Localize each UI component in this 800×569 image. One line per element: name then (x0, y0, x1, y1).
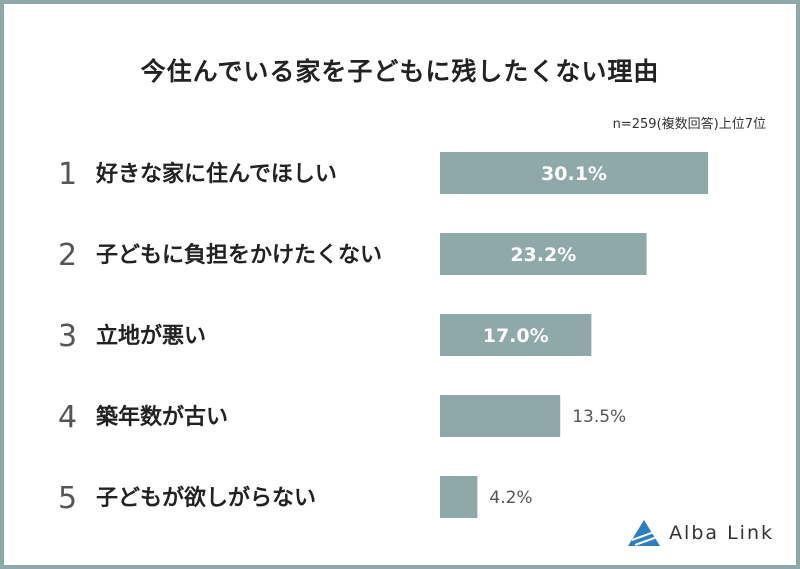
data-label: 17.0% (483, 325, 549, 347)
chart-note: n=259(複数回答)上位7位 (612, 117, 766, 132)
rank-label: 2 (58, 238, 77, 273)
data-label: 4.2% (489, 488, 532, 508)
data-label: 13.5% (572, 407, 626, 427)
bar (440, 152, 708, 194)
bar (440, 395, 561, 437)
brand-name: Alba Link (669, 522, 774, 544)
bar (440, 233, 647, 275)
alba-link-logo-icon (628, 520, 661, 546)
category-label: 築年数が古い (95, 404, 228, 430)
category-label: 好きな家に住んでほしい (95, 161, 337, 187)
rank-label: 3 (58, 319, 77, 354)
chart-title: 今住んでいる家を子どもに残したくない理由 (140, 57, 660, 86)
rank-label: 5 (58, 481, 77, 516)
rank-label: 4 (58, 400, 77, 435)
category-label: 子どもに負担をかけたくない (96, 242, 382, 268)
rank-label: 1 (58, 157, 77, 192)
category-label: 子どもが欲しがらない (96, 485, 316, 511)
data-label: 30.1% (541, 163, 607, 185)
bar (440, 476, 478, 518)
bar (440, 314, 592, 356)
data-label: 23.2% (510, 244, 576, 266)
category-label: 立地が悪い (96, 323, 206, 349)
brand-logo: Alba Link (627, 519, 774, 547)
